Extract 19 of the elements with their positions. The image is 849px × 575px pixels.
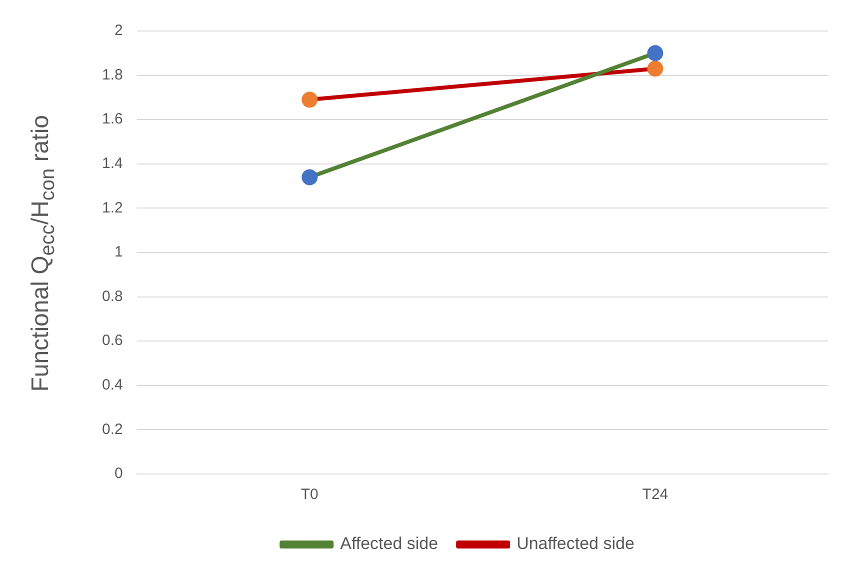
y-tick-label: 2 (114, 22, 123, 40)
y-tick-label: 1.6 (102, 110, 123, 128)
y-tick-label: 1.4 (102, 155, 123, 172)
y-tick-label: 1.8 (102, 66, 123, 84)
y-tick-label: 0.6 (102, 332, 123, 350)
legend-label: Unaffected side (516, 534, 634, 554)
legend-label: Affected side (340, 534, 438, 554)
y-tick-label: 0.2 (102, 420, 123, 438)
y-tick-label: 1 (114, 244, 123, 261)
point (302, 169, 318, 186)
y-tick-label: 0 (114, 465, 123, 482)
y-tick-label: 0.8 (102, 288, 123, 305)
point (302, 92, 318, 108)
y-tick-label: 0.4 (102, 376, 123, 394)
y-tick-label: 1.2 (102, 199, 123, 216)
point (647, 60, 664, 77)
point (647, 45, 664, 62)
x-tick-label: T0 (300, 486, 318, 504)
x-tick-label: T24 (642, 486, 668, 504)
